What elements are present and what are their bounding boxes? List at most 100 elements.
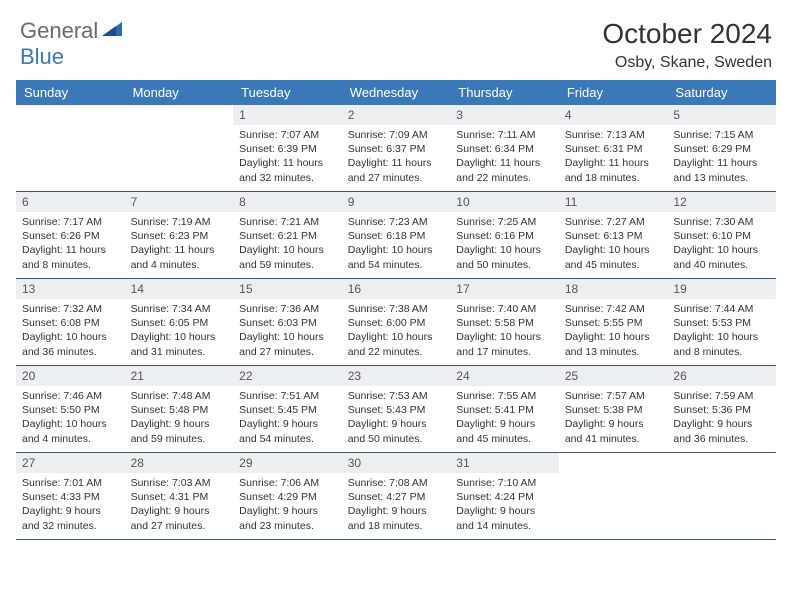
day-cell: 2Sunrise: 7:09 AMSunset: 6:37 PMDaylight… — [342, 105, 451, 191]
day-details: Sunrise: 7:06 AMSunset: 4:29 PMDaylight:… — [233, 473, 342, 537]
daylight-text: Daylight: 9 hours and 18 minutes. — [348, 504, 445, 532]
day-number: 8 — [233, 192, 342, 212]
daylight-text: Daylight: 9 hours and 14 minutes. — [456, 504, 553, 532]
day-details: Sunrise: 7:40 AMSunset: 5:58 PMDaylight:… — [450, 299, 559, 363]
day-details: Sunrise: 7:23 AMSunset: 6:18 PMDaylight:… — [342, 212, 451, 276]
logo-text-general: General — [20, 18, 98, 44]
daylight-text: Daylight: 10 hours and 54 minutes. — [348, 243, 445, 271]
day-number: 13 — [16, 279, 125, 299]
sunrise-text: Sunrise: 7:48 AM — [131, 389, 228, 403]
day-cell: 27Sunrise: 7:01 AMSunset: 4:33 PMDayligh… — [16, 453, 125, 539]
daylight-text: Daylight: 11 hours and 13 minutes. — [673, 156, 770, 184]
sunset-text: Sunset: 5:50 PM — [22, 403, 119, 417]
daylight-text: Daylight: 10 hours and 13 minutes. — [565, 330, 662, 358]
day-cell: 28Sunrise: 7:03 AMSunset: 4:31 PMDayligh… — [125, 453, 234, 539]
day-number: 19 — [667, 279, 776, 299]
day-details: Sunrise: 7:44 AMSunset: 5:53 PMDaylight:… — [667, 299, 776, 363]
sunset-text: Sunset: 4:31 PM — [131, 490, 228, 504]
day-cell: 26Sunrise: 7:59 AMSunset: 5:36 PMDayligh… — [667, 366, 776, 452]
daylight-text: Daylight: 11 hours and 4 minutes. — [131, 243, 228, 271]
sunset-text: Sunset: 6:26 PM — [22, 229, 119, 243]
logo-triangle-icon — [102, 20, 122, 43]
sunset-text: Sunset: 6:13 PM — [565, 229, 662, 243]
sunrise-text: Sunrise: 7:53 AM — [348, 389, 445, 403]
day-details: Sunrise: 7:46 AMSunset: 5:50 PMDaylight:… — [16, 386, 125, 450]
sunrise-text: Sunrise: 7:34 AM — [131, 302, 228, 316]
daylight-text: Daylight: 10 hours and 4 minutes. — [22, 417, 119, 445]
weekday-header: Wednesday — [342, 80, 451, 105]
daylight-text: Daylight: 11 hours and 27 minutes. — [348, 156, 445, 184]
day-number: 10 — [450, 192, 559, 212]
day-number: 7 — [125, 192, 234, 212]
sunset-text: Sunset: 5:58 PM — [456, 316, 553, 330]
day-details: Sunrise: 7:32 AMSunset: 6:08 PMDaylight:… — [16, 299, 125, 363]
weekday-header-row: SundayMondayTuesdayWednesdayThursdayFrid… — [16, 80, 776, 105]
weekday-header: Monday — [125, 80, 234, 105]
weekday-header: Sunday — [16, 80, 125, 105]
sunrise-text: Sunrise: 7:01 AM — [22, 476, 119, 490]
sunset-text: Sunset: 4:29 PM — [239, 490, 336, 504]
sunset-text: Sunset: 6:03 PM — [239, 316, 336, 330]
daylight-text: Daylight: 9 hours and 59 minutes. — [131, 417, 228, 445]
sunset-text: Sunset: 5:53 PM — [673, 316, 770, 330]
sunrise-text: Sunrise: 7:15 AM — [673, 128, 770, 142]
month-title: October 2024 — [602, 18, 772, 50]
day-details: Sunrise: 7:59 AMSunset: 5:36 PMDaylight:… — [667, 386, 776, 450]
day-number: 17 — [450, 279, 559, 299]
day-cell: 20Sunrise: 7:46 AMSunset: 5:50 PMDayligh… — [16, 366, 125, 452]
calendar-grid: SundayMondayTuesdayWednesdayThursdayFrid… — [0, 80, 792, 540]
empty-day-cell — [559, 453, 668, 539]
sunset-text: Sunset: 5:55 PM — [565, 316, 662, 330]
day-number: 18 — [559, 279, 668, 299]
week-row: 20Sunrise: 7:46 AMSunset: 5:50 PMDayligh… — [16, 366, 776, 453]
day-number: 25 — [559, 366, 668, 386]
day-cell: 3Sunrise: 7:11 AMSunset: 6:34 PMDaylight… — [450, 105, 559, 191]
day-number: 21 — [125, 366, 234, 386]
sunset-text: Sunset: 4:27 PM — [348, 490, 445, 504]
sunrise-text: Sunrise: 7:17 AM — [22, 215, 119, 229]
day-cell: 21Sunrise: 7:48 AMSunset: 5:48 PMDayligh… — [125, 366, 234, 452]
daylight-text: Daylight: 10 hours and 17 minutes. — [456, 330, 553, 358]
sunrise-text: Sunrise: 7:36 AM — [239, 302, 336, 316]
sunrise-text: Sunrise: 7:44 AM — [673, 302, 770, 316]
day-cell: 7Sunrise: 7:19 AMSunset: 6:23 PMDaylight… — [125, 192, 234, 278]
sunrise-text: Sunrise: 7:30 AM — [673, 215, 770, 229]
day-cell: 14Sunrise: 7:34 AMSunset: 6:05 PMDayligh… — [125, 279, 234, 365]
sunset-text: Sunset: 6:31 PM — [565, 142, 662, 156]
sunset-text: Sunset: 4:33 PM — [22, 490, 119, 504]
day-number: 29 — [233, 453, 342, 473]
daylight-text: Daylight: 10 hours and 45 minutes. — [565, 243, 662, 271]
sunset-text: Sunset: 6:00 PM — [348, 316, 445, 330]
sunset-text: Sunset: 6:08 PM — [22, 316, 119, 330]
day-cell: 6Sunrise: 7:17 AMSunset: 6:26 PMDaylight… — [16, 192, 125, 278]
sunset-text: Sunset: 4:24 PM — [456, 490, 553, 504]
weeks-container: 1Sunrise: 7:07 AMSunset: 6:39 PMDaylight… — [16, 105, 776, 540]
logo-subline: Blue — [20, 44, 64, 70]
day-cell: 8Sunrise: 7:21 AMSunset: 6:21 PMDaylight… — [233, 192, 342, 278]
sunset-text: Sunset: 6:10 PM — [673, 229, 770, 243]
day-details: Sunrise: 7:30 AMSunset: 6:10 PMDaylight:… — [667, 212, 776, 276]
sunset-text: Sunset: 5:41 PM — [456, 403, 553, 417]
daylight-text: Daylight: 9 hours and 54 minutes. — [239, 417, 336, 445]
daylight-text: Daylight: 10 hours and 59 minutes. — [239, 243, 336, 271]
day-cell: 31Sunrise: 7:10 AMSunset: 4:24 PMDayligh… — [450, 453, 559, 539]
day-number: 26 — [667, 366, 776, 386]
daylight-text: Daylight: 10 hours and 27 minutes. — [239, 330, 336, 358]
daylight-text: Daylight: 11 hours and 22 minutes. — [456, 156, 553, 184]
day-number: 12 — [667, 192, 776, 212]
day-number: 30 — [342, 453, 451, 473]
calendar-page: General October 2024 Osby, Skane, Sweden… — [0, 0, 792, 612]
sunrise-text: Sunrise: 7:08 AM — [348, 476, 445, 490]
sunrise-text: Sunrise: 7:06 AM — [239, 476, 336, 490]
daylight-text: Daylight: 11 hours and 18 minutes. — [565, 156, 662, 184]
day-details: Sunrise: 7:21 AMSunset: 6:21 PMDaylight:… — [233, 212, 342, 276]
daylight-text: Daylight: 11 hours and 32 minutes. — [239, 156, 336, 184]
day-cell: 5Sunrise: 7:15 AMSunset: 6:29 PMDaylight… — [667, 105, 776, 191]
daylight-text: Daylight: 9 hours and 23 minutes. — [239, 504, 336, 532]
sunset-text: Sunset: 6:18 PM — [348, 229, 445, 243]
daylight-text: Daylight: 9 hours and 50 minutes. — [348, 417, 445, 445]
day-details: Sunrise: 7:11 AMSunset: 6:34 PMDaylight:… — [450, 125, 559, 189]
day-details: Sunrise: 7:38 AMSunset: 6:00 PMDaylight:… — [342, 299, 451, 363]
sunrise-text: Sunrise: 7:25 AM — [456, 215, 553, 229]
daylight-text: Daylight: 9 hours and 45 minutes. — [456, 417, 553, 445]
